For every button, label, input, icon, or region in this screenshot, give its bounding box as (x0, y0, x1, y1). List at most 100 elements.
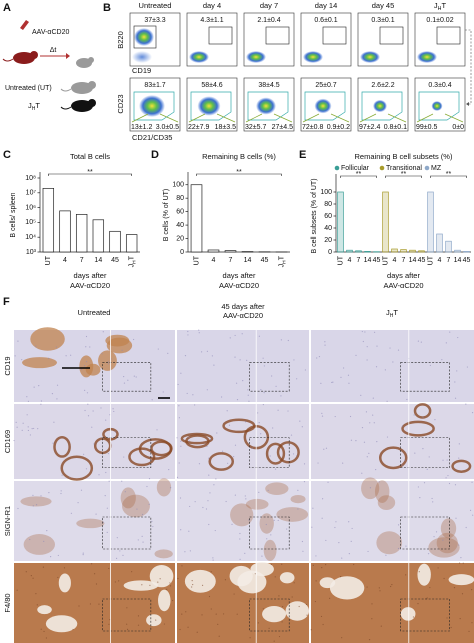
cell (93, 573, 96, 575)
stain (79, 355, 94, 378)
cell (405, 574, 407, 576)
cell (389, 347, 391, 349)
cell (312, 564, 314, 566)
cell (213, 364, 215, 366)
cell (91, 563, 93, 565)
cell (274, 576, 276, 578)
bar (109, 230, 121, 253)
bar (382, 191, 389, 253)
cell (248, 519, 250, 521)
cell (420, 341, 422, 343)
cell (391, 583, 393, 586)
stain (259, 513, 274, 534)
text-part: J (278, 264, 285, 268)
cell (30, 575, 32, 577)
cell (60, 490, 62, 492)
cell (287, 410, 289, 412)
cell (46, 530, 48, 532)
gate-value: 38±4.5 (258, 82, 279, 89)
cell (465, 526, 467, 529)
gate-value: 0.6±0.1 (314, 17, 337, 24)
gate (304, 91, 346, 121)
cell (373, 422, 375, 424)
bar (400, 249, 407, 253)
cell (367, 550, 369, 553)
gate-value: 2.1±0.4 (257, 17, 280, 24)
stain (53, 435, 71, 458)
gate-value: 0.8±0.1 (384, 124, 407, 131)
cell (93, 443, 95, 445)
cell (212, 559, 214, 561)
cell (224, 579, 227, 581)
y-tick-label: 40 (324, 225, 332, 232)
stain (285, 601, 310, 621)
cell (428, 456, 430, 458)
plot-frame (186, 77, 238, 132)
cell (72, 628, 74, 631)
cell (258, 335, 260, 337)
stain (128, 447, 156, 467)
density (134, 28, 154, 46)
cell (133, 375, 135, 377)
cell (137, 624, 140, 626)
cell (297, 508, 299, 510)
y-tick-label: 20 (176, 235, 184, 242)
gate-value: 72±0.8 (302, 124, 323, 131)
cell (207, 500, 209, 502)
inset-box (249, 437, 290, 469)
cell (202, 506, 204, 509)
cell (375, 468, 377, 471)
gate-value: 27±4.5 (272, 124, 293, 131)
cell (280, 339, 282, 341)
cell (260, 389, 262, 391)
cell (198, 329, 200, 331)
cell (269, 455, 271, 457)
stain (154, 549, 173, 559)
bar (337, 191, 344, 253)
cell (216, 432, 218, 434)
cell (353, 563, 355, 566)
cell (234, 444, 237, 446)
cell (334, 415, 336, 418)
cell (126, 628, 129, 630)
cell (82, 552, 84, 554)
cell (360, 394, 362, 396)
cell (299, 420, 301, 422)
cell (301, 426, 303, 428)
cell (239, 359, 241, 361)
cell (321, 517, 323, 519)
cell (419, 497, 421, 499)
column-header: Untreated (78, 308, 111, 317)
cell (433, 536, 435, 538)
panel-label: A (3, 2, 11, 14)
cell (181, 565, 183, 567)
cell (292, 453, 295, 455)
cell (188, 440, 190, 442)
cell (426, 468, 428, 471)
cell (257, 412, 259, 414)
tissue-image (311, 481, 474, 561)
cell (450, 626, 452, 629)
x-axis-label: days after (74, 271, 107, 280)
inset-box (102, 598, 152, 632)
cell (113, 410, 115, 413)
cell (33, 427, 35, 430)
cell (297, 489, 299, 491)
cell (210, 571, 212, 573)
text-part: J (129, 264, 136, 268)
cell (332, 381, 334, 383)
cell (105, 419, 107, 421)
cell (247, 389, 249, 391)
cell (115, 557, 118, 559)
y-tick-label: 10⁵ (25, 219, 36, 226)
cell (334, 526, 336, 529)
cell (231, 523, 233, 525)
cell (192, 394, 194, 396)
cell (325, 447, 328, 449)
cell (331, 381, 333, 384)
x-axis-label: days after (223, 271, 256, 280)
cell (423, 482, 426, 484)
cell (89, 603, 92, 605)
cell (459, 617, 461, 620)
text-part: H (131, 260, 137, 264)
